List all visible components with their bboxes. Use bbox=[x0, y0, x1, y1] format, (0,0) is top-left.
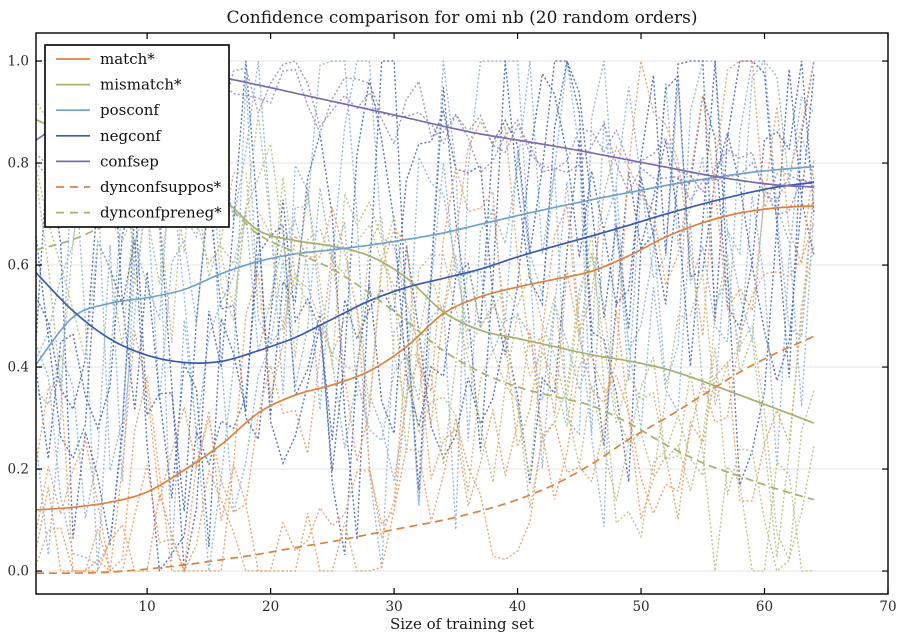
y-tick-label: 0.2 bbox=[8, 462, 29, 478]
run-line-dynconfpreneg bbox=[35, 85, 815, 573]
legend-entry-dynconfpreneg: dynconfpreneg* bbox=[56, 204, 222, 222]
legend-entry-match: match* bbox=[56, 50, 155, 68]
legend-label: match* bbox=[100, 50, 155, 68]
legend-label: negconf bbox=[100, 127, 162, 145]
x-tick-label: 60 bbox=[756, 599, 773, 615]
legend-label: dynconfsuppos* bbox=[100, 178, 222, 196]
y-tick-label: 1.0 bbox=[8, 54, 29, 70]
y-tick-label: 0.8 bbox=[8, 156, 29, 172]
legend-entry-mismatch: mismatch* bbox=[56, 76, 182, 94]
legend-entry-dynconfsuppos: dynconfsuppos* bbox=[56, 178, 222, 196]
axes-layer: 10 20 30 40 50 60 70 0.0 0.2 0.4 0.6 0.8 1.0 bbox=[8, 32, 897, 615]
mean-line-match bbox=[35, 205, 814, 511]
x-tick-label: 40 bbox=[509, 599, 526, 615]
legend-entry-confsep: confsep bbox=[56, 152, 159, 170]
run-line-match bbox=[35, 94, 815, 573]
chart-title: Confidence comparison for omi nb (20 ran… bbox=[227, 8, 698, 28]
y-tick-label: 0.6 bbox=[8, 258, 29, 274]
legend-entry-posconf: posconf bbox=[56, 101, 160, 119]
legend-label: dynconfpreneg* bbox=[100, 204, 222, 222]
mean-line-dynconfsuppos bbox=[35, 335, 815, 575]
run-line-confsep bbox=[35, 60, 815, 216]
x-tick-label: 30 bbox=[385, 599, 402, 615]
legend-label: posconf bbox=[100, 101, 160, 119]
y-tick-label: 0.0 bbox=[8, 564, 29, 580]
x-tick-label: 20 bbox=[262, 599, 279, 615]
run-line-negconf bbox=[35, 71, 815, 512]
plot-spines bbox=[35, 32, 889, 595]
legend-label: mismatch* bbox=[100, 76, 182, 94]
x-tick-label: 10 bbox=[139, 599, 156, 615]
x-axis-label: Size of training set bbox=[390, 615, 534, 633]
run-line-negconf bbox=[35, 58, 815, 572]
legend-label: confsep bbox=[100, 152, 159, 170]
run-line-mismatch bbox=[35, 59, 815, 562]
x-tick-label: 50 bbox=[632, 599, 649, 615]
y-tick-label: 0.4 bbox=[8, 360, 29, 376]
legend: match* mismatch* posconf negconf confsep dync… bbox=[44, 44, 230, 228]
run-line-match bbox=[35, 60, 815, 573]
mean-line-negconf bbox=[35, 181, 815, 364]
mean-line-posconf bbox=[35, 165, 814, 366]
run-line-posconf bbox=[35, 60, 815, 572]
run-line-dynconfpreneg bbox=[35, 58, 815, 572]
legend-entry-negconf: negconf bbox=[56, 127, 162, 145]
x-tick-label: 70 bbox=[879, 599, 896, 615]
